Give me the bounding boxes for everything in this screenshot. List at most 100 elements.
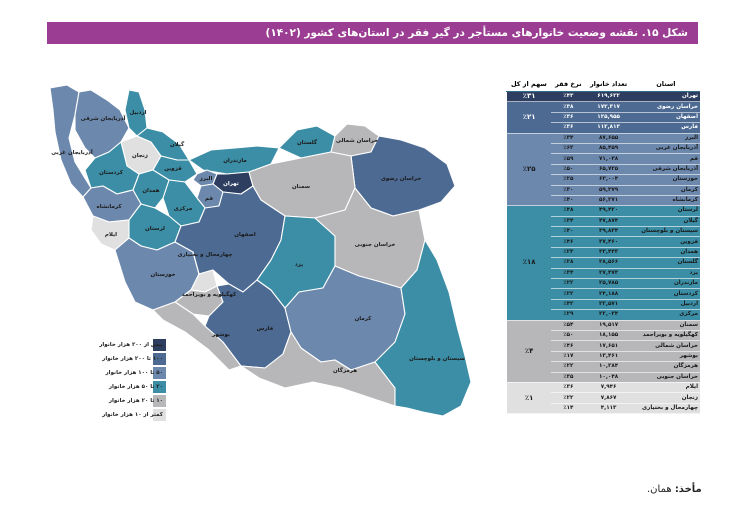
legend-swatch: [153, 339, 166, 351]
cell-rate: ٪۴۶: [551, 236, 586, 248]
cell-province: بوشهر: [631, 351, 700, 363]
table-row: سیستان و بلوچستان ۳۹,۸۳۴ ٪۴۰: [506, 226, 700, 238]
label-azarbayjan-sharghi: آذربایجان شرقی: [81, 114, 126, 122]
cell-rate: ٪۲۲: [551, 288, 586, 300]
cell-province: گلستان: [631, 257, 700, 269]
cell-rate: ٪۵۰: [551, 164, 586, 176]
source-text: همان.: [647, 484, 672, 495]
cell-households: ۱۷۲,۳۱۷: [585, 101, 632, 113]
legend-swatch: [153, 353, 166, 365]
cell-rate: ٪۴۰: [551, 226, 586, 238]
cell-province: آذربایجان شرقی: [631, 164, 700, 176]
cell-province: کرمان: [631, 185, 700, 196]
table-row: خراسان رضوی ۱۷۲,۳۱۷ ٪۳۸ ٪۲۱: [506, 101, 700, 134]
cell-rate: ٪۳۰: [551, 185, 586, 196]
legend-swatch: [153, 381, 166, 393]
legend-label: ۱۰ تا ۲۰ هزار خانوار: [108, 398, 163, 404]
header-province: استان: [631, 77, 700, 92]
cell-households: ۶۱۹,۶۲۲: [585, 91, 632, 103]
cell-province: لرستان: [631, 205, 700, 217]
cell-province: مازندران: [631, 278, 700, 290]
cell-province: قم: [631, 153, 700, 165]
figure-title: شکل ۱۵. نقشه وضعیت خانوارهای مستأجر در گ…: [47, 22, 698, 44]
cell-rate: ٪۳۶: [551, 122, 586, 134]
province-sistan: [374, 239, 472, 417]
table-row: اصفهان ۱۲۵,۹۵۵ ٪۳۶: [506, 112, 700, 124]
label-kerman: کرمان: [355, 315, 373, 322]
cell-province: اصفهان: [631, 112, 700, 124]
source-label: مأخذ:: [674, 484, 702, 495]
cell-province: خراسان رضوی: [631, 101, 700, 113]
legend-item: ۱۰۰ تا ۲۰۰ هزار خانوار: [95, 352, 185, 366]
map-legend: بیش از ۲۰۰ هزار خانوار ۱۰۰ تا ۲۰۰ هزار خ…: [95, 338, 185, 422]
table-row: هرمزگان ۱۰,۲۸۴ ٪۲۲: [506, 361, 700, 373]
label-hamedan: همدان: [142, 188, 159, 194]
cell-households: ۳۷,۴۶۰: [585, 236, 632, 248]
label-mazandaran: مازندران: [223, 158, 247, 164]
table-row: همدان ۳۳,۴۴۳ ٪۲۳: [506, 247, 700, 259]
table-row: خراسان شمالی ۱۷,۶۵۱ ٪۴۶: [506, 340, 700, 352]
cell-province: چهارمحال و بختیاری: [631, 403, 700, 415]
label-ardabil: اردبیل: [129, 110, 146, 116]
cell-households: ۲۸,۵۶۶: [585, 257, 632, 269]
cell-households: ۷۱,۰۳۸: [585, 153, 632, 165]
table-row: کهگیلویه و بویراحمد ۱۸,۱۵۵ ٪۵۰: [506, 330, 700, 342]
legend-label: ۲۰ تا ۵۰ هزار خانوار: [108, 384, 163, 390]
cell-rate: ٪۴۶: [551, 340, 586, 352]
cell-households: ۴۹,۴۲۰: [585, 205, 632, 217]
table-row: لرستان ۴۹,۴۲۰ ٪۴۸ ٪۱۸: [506, 205, 700, 321]
province-mazandaran: [188, 145, 280, 175]
cell-households: ۲۲,۵۷۱: [585, 299, 632, 311]
cell-province: خراسان جنوبی: [631, 372, 700, 383]
label-kordestan: کردستان: [99, 169, 124, 176]
cell-province: گیلان: [631, 216, 700, 228]
cell-rate: ٪۴۲: [551, 299, 586, 311]
cell-province: سیستان و بلوچستان: [631, 226, 700, 238]
label-gilan: گیلان: [170, 141, 185, 148]
cell-province: کرمانشاه: [631, 195, 700, 207]
province-table: استان تعداد خانوار نرخ فقر سهم از کل تهر…: [506, 77, 700, 415]
cell-households: ۱۲۵,۹۵۵: [585, 112, 632, 124]
cell-province: همدان: [631, 247, 700, 259]
legend-label: کمتر از ۱۰ هزار خانوار: [102, 412, 163, 418]
cell-province: خراسان شمالی: [631, 340, 700, 352]
table-row: بوشهر ۱۳,۴۶۱ ٪۱۷: [506, 351, 700, 363]
cell-province: قزوین: [631, 236, 700, 248]
table-row: ایلام ۷,۹۴۶ ٪۳۶ ٪۱: [506, 382, 700, 415]
cell-households: ۱۷,۶۵۱: [585, 340, 632, 352]
cell-households: ۶۳,۰۰۴: [585, 174, 632, 186]
cell-province: البرز: [631, 133, 700, 144]
table-row: آذربایجان شرقی ۶۵,۷۲۵ ٪۵۰: [506, 164, 700, 176]
header-households: تعداد خانوار: [585, 77, 632, 92]
label-azarbayjan-gharbi: آذربایجان غربی: [51, 148, 93, 156]
cell-rate: ٪۳۶: [551, 112, 586, 124]
legend-item: ۵۰ تا ۱۰۰ هزار خانوار: [95, 366, 185, 380]
table-row: زنجان ۷,۸۶۷ ٪۲۲: [506, 392, 700, 404]
table-row: مازندران ۲۵,۷۸۵ ٪۲۲: [506, 278, 700, 290]
cell-rate: ٪۶۲: [551, 143, 586, 155]
label-yazd: یزد: [295, 262, 303, 268]
cell-rate: ٪۲۳: [551, 247, 586, 259]
legend-item: ۱۰ تا ۲۰ هزار خانوار: [95, 394, 185, 408]
table-row: کرمان ۵۹,۳۷۹ ٪۳۰: [506, 185, 700, 196]
cell-province: سمنان: [631, 320, 700, 332]
cell-rate: ٪۳۶: [551, 382, 586, 394]
label-fars: فارس: [257, 326, 274, 332]
table-row: خراسان جنوبی ۱۰,۰۴۸ ٪۳۵: [506, 372, 700, 383]
cell-rate: ٪۱۴: [551, 403, 586, 415]
cell-rate: ٪۲۲: [551, 361, 586, 373]
cell-province: هرمزگان: [631, 361, 700, 373]
label-chaharmahal: چهارمحال و بختیاری: [177, 252, 232, 258]
cell-households: ۳۹,۸۳۴: [585, 226, 632, 238]
table-row: مرکزی ۲۲,۰۳۴ ٪۲۹: [506, 309, 700, 321]
table-row: اردبیل ۲۲,۵۷۱ ٪۴۲: [506, 299, 700, 311]
cell-rate: ٪۲۵: [551, 174, 586, 186]
cell-households: ۱۹,۵۱۷: [585, 320, 632, 332]
label-kermanshah: کرمانشاه: [96, 203, 122, 210]
cell-households: ۸۵,۴۵۹: [585, 143, 632, 155]
cell-rate: ٪۳۴: [551, 216, 586, 228]
cell-rate: ٪۲۸: [551, 257, 586, 269]
label-sistan: سیستان و بلوچستان: [409, 356, 465, 362]
cell-province: تهران: [631, 91, 700, 103]
cell-households: ۳۳,۴۴۳: [585, 247, 632, 259]
